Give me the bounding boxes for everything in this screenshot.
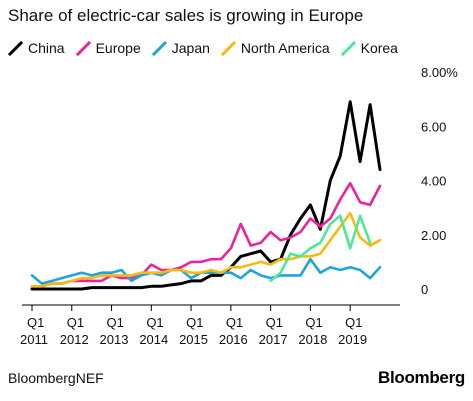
series-line-europe	[30, 181, 382, 288]
x-tick-label-quarter: Q1	[146, 315, 163, 330]
x-tick-label-quarter: Q1	[345, 315, 362, 330]
x-tick-label-quarter: Q1	[186, 315, 203, 330]
series-line-japan	[30, 257, 382, 285]
legend: China Europe Japan North America Korea	[8, 40, 409, 56]
x-tick-label-quarter: Q1	[107, 315, 124, 330]
series-line-korea	[269, 214, 372, 283]
x-tick-label-year: 2013	[100, 332, 129, 347]
chart-title: Share of electric-car sales is growing i…	[8, 6, 364, 25]
y-tick-label: 0	[421, 282, 428, 297]
legend-swatch-icon	[151, 40, 167, 56]
x-tick-label-quarter: Q1	[266, 315, 283, 330]
legend-swatch-icon	[8, 40, 23, 56]
legend-item: China	[8, 40, 65, 56]
y-tick-label: 8.00%	[421, 65, 458, 80]
x-tick-label-year: 2016	[219, 332, 248, 347]
series-line-china	[30, 100, 382, 291]
legend-label: Europe	[95, 40, 141, 56]
x-tick-label-quarter: Q1	[67, 315, 84, 330]
x-tick-label-quarter: Q1	[305, 315, 322, 330]
legend-item: Japan	[151, 40, 210, 56]
legend-item: Korea	[340, 40, 398, 56]
legend-item: North America	[220, 40, 330, 56]
x-tick-label-quarter: Q1	[27, 315, 44, 330]
x-tick-label-year: 2017	[259, 332, 288, 347]
x-tick-label-year: 2012	[60, 332, 89, 347]
legend-label: Japan	[171, 40, 210, 56]
y-tick-label: 6.00	[421, 119, 446, 134]
x-tick-label-year: 2018	[298, 332, 327, 347]
legend-swatch-icon	[340, 40, 356, 56]
legend-swatch-icon	[75, 40, 91, 56]
y-tick-label: 4.00	[421, 174, 446, 189]
legend-label: China	[28, 40, 65, 56]
series-line-north-america	[30, 211, 382, 288]
x-tick-label-year: 2015	[179, 332, 208, 347]
x-tick-label-year: 2014	[139, 332, 168, 347]
legend-swatch-icon	[220, 40, 236, 56]
legend-label: North America	[240, 40, 330, 56]
y-tick-label: 2.00	[421, 228, 446, 243]
x-tick-label-year: 2019	[338, 332, 367, 347]
legend-item: Europe	[75, 40, 141, 56]
x-tick-label-quarter: Q1	[226, 315, 243, 330]
brand-logo: Bloomberg	[377, 368, 465, 387]
legend-label: Korea	[360, 40, 398, 56]
source-label: BloombergNEF	[8, 370, 104, 386]
x-tick-label-year: 2011	[20, 332, 48, 347]
